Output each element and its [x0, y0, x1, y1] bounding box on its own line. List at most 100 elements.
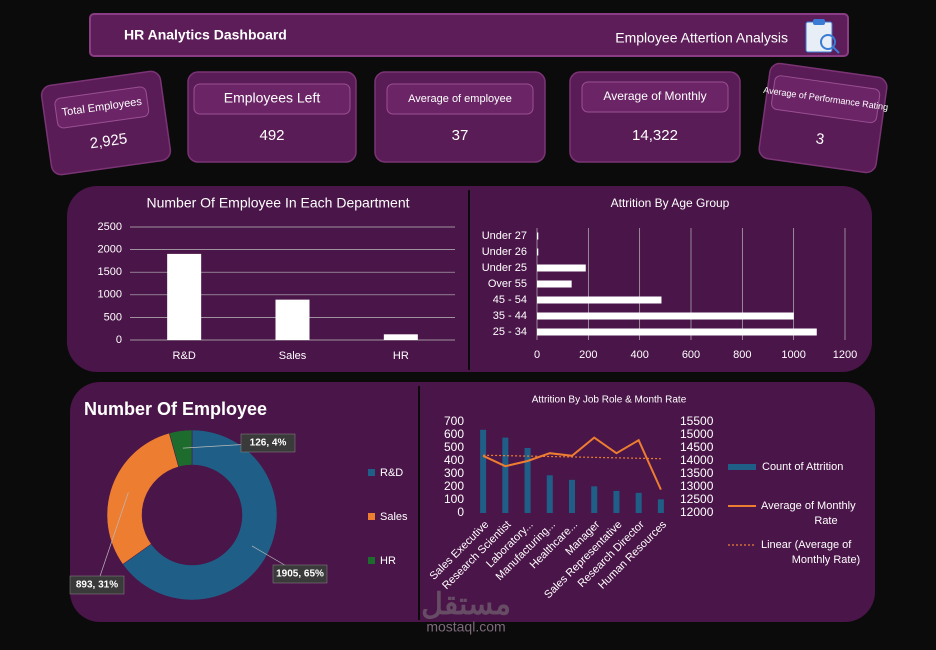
bar [537, 232, 539, 240]
bar [613, 490, 620, 513]
bar [569, 479, 575, 513]
bar [480, 429, 487, 513]
y2-tick-label: 12000 [680, 505, 714, 519]
x-tick-label: 400 [630, 349, 648, 361]
watermark: مستقل [421, 588, 511, 621]
y2-tick-label: 14000 [680, 453, 714, 467]
kpi-value: 14,322 [632, 127, 678, 144]
y-tick-label: 2000 [98, 244, 122, 256]
y-tick-label: 700 [444, 414, 464, 428]
bar [537, 248, 539, 256]
data-label-box [69, 575, 125, 595]
y-tick-label: 300 [444, 466, 464, 480]
y-tick-label: 35 - 44 [493, 310, 527, 322]
x-tick-label: 200 [579, 349, 597, 361]
kpi-card: Average of Monthly 14,322 [569, 71, 741, 163]
y-tick-label: 0 [116, 334, 122, 346]
y-tick-label: 0 [457, 505, 464, 519]
trendline [483, 454, 661, 460]
kpi-card: Average of employee 37 [374, 71, 546, 163]
legend-label: HR [380, 555, 396, 567]
y2-tick-label: 15500 [680, 414, 714, 428]
bar [537, 328, 817, 336]
y-tick-label: 2500 [98, 221, 122, 233]
watermark: mostaql.com [426, 619, 505, 635]
kpi-value: 3 [815, 130, 826, 148]
data-label: 126, 4% [250, 438, 287, 449]
chart-title: Number Of Employee In Each Department [146, 195, 409, 211]
donut-slice [106, 432, 179, 565]
x-tick-label: 600 [682, 349, 700, 361]
kpi-label: Average of employee [408, 93, 512, 105]
y-tick-label: 100 [444, 492, 464, 506]
data-label-box [272, 564, 328, 584]
y-tick-label: 400 [444, 453, 464, 467]
y-tick-label: 1000 [98, 289, 122, 301]
clipboard-icon [805, 19, 840, 54]
legend-label: Count of Attrition [762, 461, 843, 473]
legend-swatch [368, 513, 375, 520]
x-tick-label: R&D [173, 350, 196, 362]
donut-slice [122, 429, 278, 601]
header-title: HR Analytics Dashboard [124, 27, 287, 43]
legend-label: Average of Monthly Rate [761, 500, 856, 527]
kpi-card: Employees Left 492 [187, 71, 357, 163]
legend-swatch [368, 557, 375, 564]
leader-line [96, 492, 129, 586]
kpi-label-box [581, 81, 729, 113]
data-label: 1905, 65% [276, 569, 324, 580]
bar [537, 296, 662, 304]
x-tick-label: 800 [733, 349, 751, 361]
bar [657, 499, 664, 513]
bar [537, 280, 572, 288]
y-tick-label: 600 [444, 427, 464, 441]
y2-tick-label: 14500 [680, 440, 714, 454]
y-tick-label: 1500 [98, 266, 122, 278]
header-subtitle: Employee Attertion Analysis [615, 30, 788, 46]
y-tick-label: 500 [444, 440, 464, 454]
y2-tick-label: 15000 [680, 427, 714, 441]
y-tick-label: Under 25 [482, 262, 527, 274]
kpi-value: 37 [452, 127, 469, 144]
bar [383, 334, 418, 340]
line [482, 436, 662, 491]
bar [502, 437, 509, 513]
x-tick-label: 0 [534, 349, 540, 361]
kpi-label-box [771, 75, 881, 124]
kpi-label-box [193, 83, 351, 115]
bar [537, 312, 794, 320]
data-label-box [240, 433, 296, 453]
legend-label: Sales [380, 511, 408, 523]
kpi-label: Average of Monthly [603, 89, 706, 103]
kpi-label: Employees Left [224, 90, 321, 106]
y2-tick-label: 13000 [680, 479, 714, 493]
y-tick-label: 200 [444, 479, 464, 493]
y-tick-label: 500 [104, 311, 122, 323]
chart-title: Attrition By Age Group [611, 196, 730, 210]
legend-label: R&D [380, 467, 403, 479]
kpi-label-box [386, 83, 534, 115]
donut-slice [168, 429, 193, 468]
bar [275, 299, 310, 340]
bar [167, 253, 202, 340]
kpi-value: 2,925 [89, 130, 129, 152]
y2-tick-label: 12500 [680, 492, 714, 506]
chart-title: Number Of Employee [84, 399, 267, 419]
chart-title: Attrition By Job Role & Month Rate [532, 395, 687, 406]
y-tick-label: Over 55 [488, 278, 527, 290]
legend-swatch [728, 464, 756, 470]
y2-tick-label: 13500 [680, 466, 714, 480]
x-tick-label: Sales [279, 350, 307, 362]
y-tick-label: Under 26 [482, 246, 527, 258]
bar [546, 475, 553, 513]
kpi-label-box [54, 86, 150, 129]
x-tick-label: HR [393, 350, 409, 362]
x-tick-label: 1200 [833, 349, 857, 361]
legend-swatch [368, 469, 375, 476]
data-label: 893, 31% [76, 580, 118, 591]
bar [524, 448, 531, 513]
bar [635, 492, 642, 513]
bar [537, 264, 586, 272]
